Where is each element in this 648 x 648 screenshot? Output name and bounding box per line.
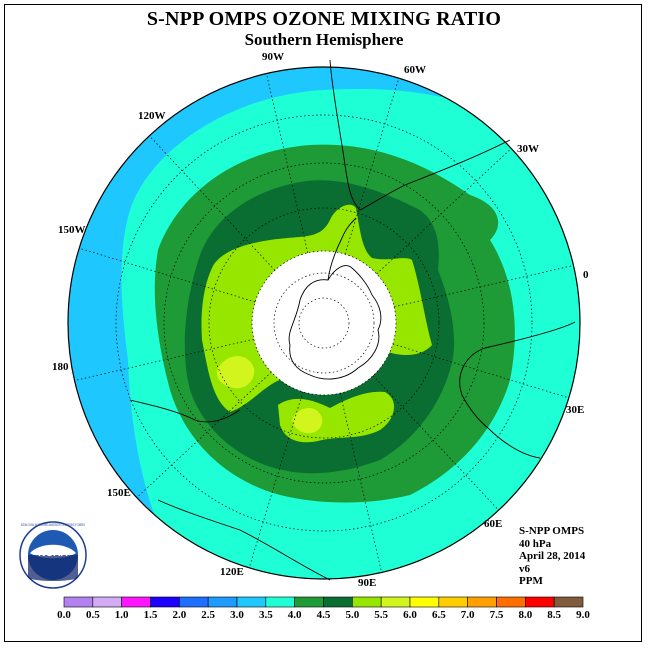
logo-ring-text: NATIONAL OCEANIC AND ATMOSPHERIC ADMINIS… bbox=[21, 523, 85, 527]
lon-label-60e: 60E bbox=[484, 518, 502, 530]
antarctic-peninsula-coastline bbox=[327, 217, 357, 281]
meridian-line bbox=[248, 391, 304, 568]
africa-coastline bbox=[459, 321, 576, 459]
longitude-labels: 90W 60W 30W 0 30E 60E 90E 120E 150E 180 … bbox=[52, 51, 589, 589]
info-level: 40 hPa bbox=[519, 537, 552, 550]
meridian-line bbox=[79, 247, 256, 303]
lon-label-0: 0 bbox=[583, 269, 589, 281]
meridian-line bbox=[136, 371, 272, 498]
antarctica-coastline bbox=[288, 265, 382, 380]
meridian-line bbox=[392, 343, 569, 399]
contour-fill-5-5-lobe-b bbox=[292, 407, 323, 434]
south-america-coastline bbox=[329, 59, 511, 211]
map-boundary bbox=[67, 66, 581, 580]
lon-label-30e: 30E bbox=[566, 404, 584, 416]
logo-lower-half bbox=[28, 555, 78, 581]
info-block: S-NPP OMPS 40 hPa April 28, 2014 v6 PPM bbox=[519, 525, 585, 588]
map-title: S-NPP OMPS OZONE MIXING RATIO bbox=[146, 8, 502, 30]
info-version: v6 bbox=[519, 562, 530, 575]
lon-label-150w: 150W bbox=[58, 224, 86, 236]
meridian-line bbox=[149, 135, 276, 271]
noaa-logo: NOAA NATIONAL OCEANIC AND ATMOSPHERIC AD… bbox=[19, 521, 87, 589]
info-instrument: S-NPP OMPS bbox=[519, 525, 585, 537]
australia-coastline bbox=[129, 399, 241, 423]
coastlines bbox=[129, 59, 576, 581]
contour-fill-5-5-lobe-a bbox=[216, 356, 255, 389]
meridian-line bbox=[344, 78, 400, 255]
meridian-line bbox=[339, 393, 382, 573]
meridian-line bbox=[376, 148, 512, 275]
info-units: PPM bbox=[519, 575, 543, 587]
graticule bbox=[74, 73, 574, 573]
logo-wordmark: NOAA bbox=[38, 548, 67, 559]
australia-coastline-2 bbox=[157, 499, 331, 581]
lon-label-150e: 150E bbox=[107, 487, 131, 499]
lon-label-30w: 30W bbox=[517, 143, 539, 155]
meridian-line bbox=[74, 338, 254, 381]
meridian-line bbox=[266, 73, 309, 253]
meridian-line bbox=[372, 375, 499, 511]
plot-frame bbox=[4, 4, 642, 642]
lon-label-90e: 90E bbox=[358, 577, 376, 589]
lon-label-120w: 120W bbox=[138, 110, 166, 122]
info-date: April 28, 2014 bbox=[519, 550, 586, 562]
lon-label-90w: 90W bbox=[262, 51, 284, 63]
lon-label-120e: 120E bbox=[220, 566, 244, 578]
lon-label-60w: 60W bbox=[404, 64, 426, 76]
logo-gull-icon bbox=[30, 544, 76, 559]
polar-night-mask bbox=[252, 251, 396, 395]
map-subtitle: Southern Hemisphere bbox=[244, 30, 404, 49]
meridian-line bbox=[394, 265, 574, 308]
lon-label-180: 180 bbox=[52, 361, 69, 373]
